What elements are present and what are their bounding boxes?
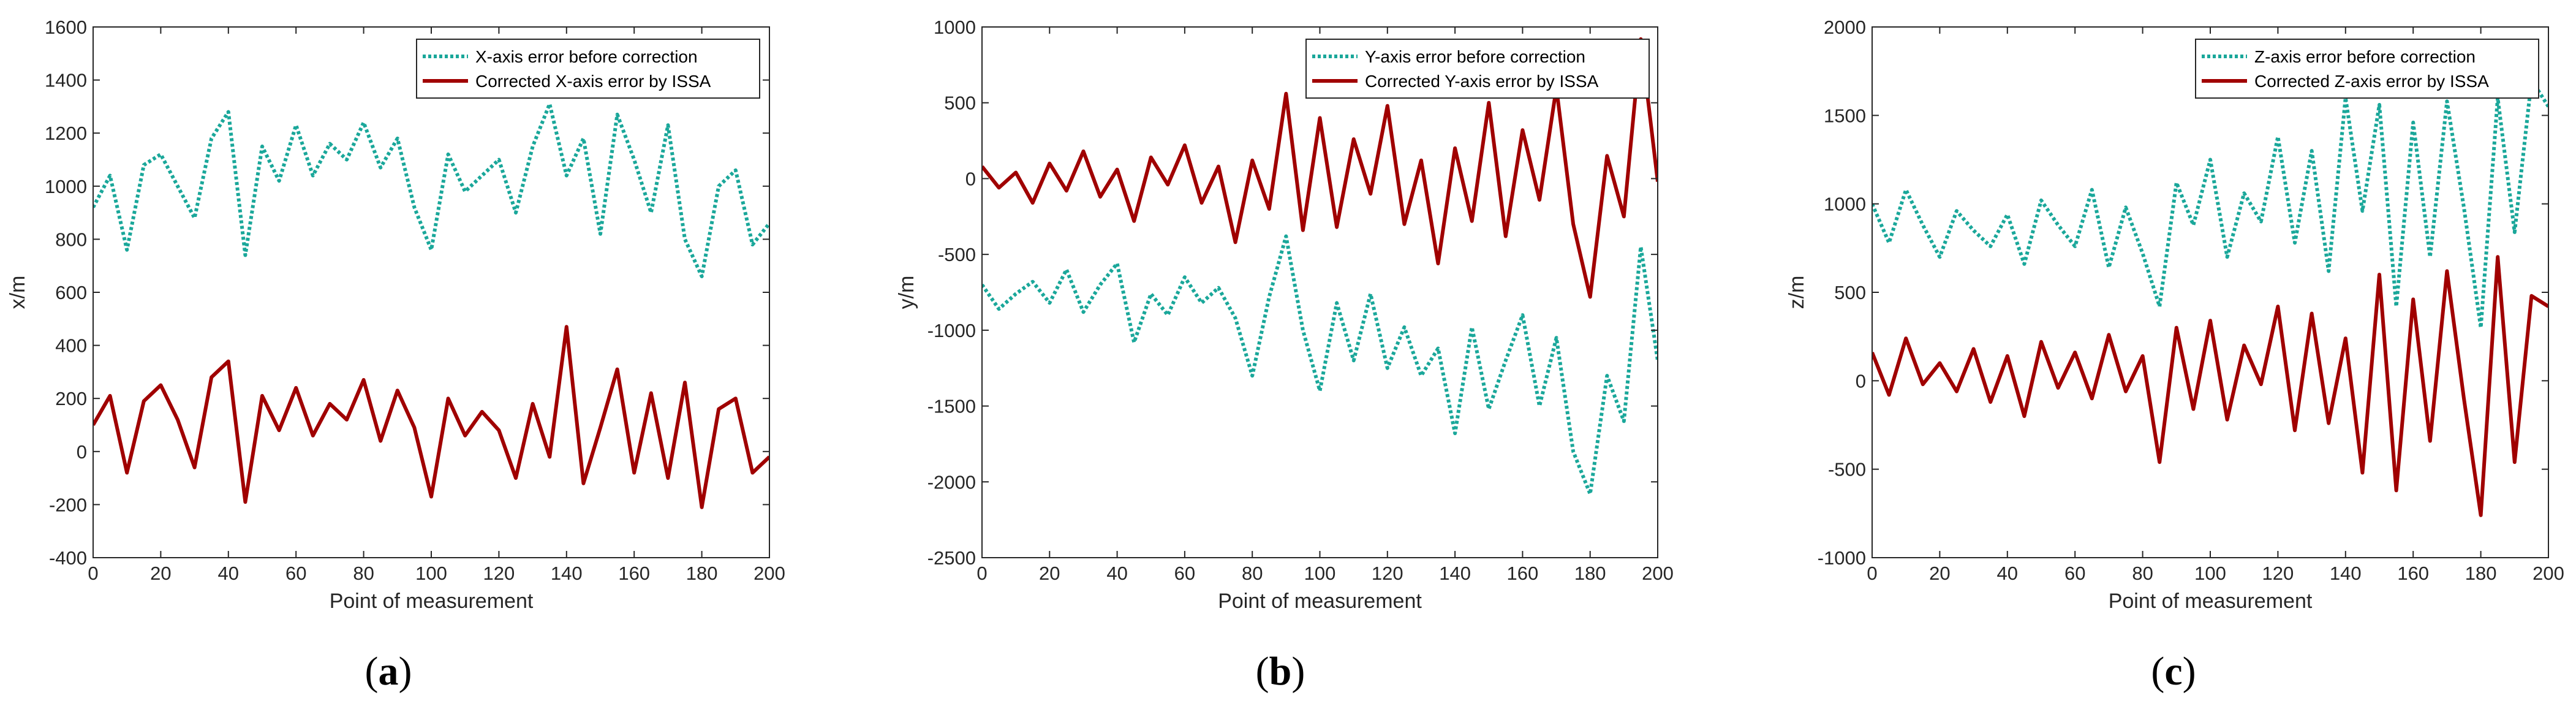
- x-tick-label: 40: [218, 563, 239, 584]
- x-tick-label: 20: [150, 563, 171, 584]
- series-line-before-correction: [982, 234, 1658, 496]
- y-tick-label: -500: [938, 244, 976, 265]
- x-tick-label: 180: [1574, 563, 1606, 584]
- y-axis-label: z/m: [1785, 276, 1808, 309]
- x-axis-label: Point of measurement: [2109, 590, 2313, 613]
- legend-box: [1305, 39, 1650, 99]
- y-tick-label: -200: [49, 494, 87, 515]
- panel-label-a: (a): [365, 649, 412, 694]
- legend-box: [416, 39, 760, 99]
- x-tick-label: 140: [2330, 563, 2362, 584]
- y-tick-label: -1000: [927, 320, 976, 341]
- x-tick-label: 120: [1372, 563, 1403, 584]
- x-tick-label: 100: [415, 563, 447, 584]
- y-tick-label: 1200: [45, 123, 87, 144]
- x-tick-label: 0: [1867, 563, 1877, 584]
- x-tick-label: 40: [1997, 563, 2018, 584]
- y-tick-label: 1400: [45, 70, 87, 91]
- legend-box: [2195, 39, 2539, 99]
- x-tick-label: 120: [2262, 563, 2294, 584]
- x-tick-label: 20: [1039, 563, 1060, 584]
- y-axis-label: x/m: [6, 276, 29, 309]
- series-line-corrected: [93, 325, 769, 509]
- x-tick-label: 80: [2132, 563, 2153, 584]
- x-tick-label: 80: [353, 563, 374, 584]
- x-tick-label: 20: [1929, 563, 1950, 584]
- x-tick-label: 0: [88, 563, 98, 584]
- x-tick-label: 60: [1174, 563, 1195, 584]
- x-tick-label: 60: [2064, 563, 2085, 584]
- y-tick-label: 600: [55, 282, 87, 303]
- y-tick-label: 1000: [1824, 194, 1866, 215]
- series-line-corrected: [982, 37, 1658, 299]
- legend-entry: Corrected Z-axis error by ISSA: [2254, 72, 2489, 91]
- y-tick-label: 0: [77, 441, 87, 463]
- plot-area: [93, 27, 769, 558]
- x-tick-label: 180: [2465, 563, 2497, 584]
- x-axis-label: Point of measurement: [330, 590, 534, 613]
- x-tick-label: 60: [285, 563, 306, 584]
- series-line-before-correction: [93, 102, 769, 278]
- x-tick-label: 80: [1242, 563, 1263, 584]
- x-tick-label: 140: [1439, 563, 1471, 584]
- x-tick-label: 120: [483, 563, 515, 584]
- y-tick-label: 800: [55, 229, 87, 250]
- x-axis-label: Point of measurement: [1218, 590, 1422, 613]
- panel-label-b: (b): [1256, 649, 1305, 694]
- x-tick-label: 200: [754, 563, 785, 584]
- y-tick-label: 500: [1834, 282, 1866, 303]
- y-tick-label: -400: [49, 547, 87, 569]
- legend-entry: X-axis error before correction: [475, 47, 698, 66]
- x-tick-label: 180: [686, 563, 718, 584]
- x-tick-label: 200: [2533, 563, 2564, 584]
- y-tick-label: 1000: [934, 17, 976, 38]
- chart-panel-a: 0 20 40 60 80 100 120 140 160 180 200 -400 -200 0 200 4…: [6, 17, 785, 613]
- x-tick-label: 100: [2194, 563, 2226, 584]
- y-tick-label: 2000: [1824, 17, 1866, 38]
- y-tick-label: 0: [1856, 370, 1866, 392]
- x-tick-label: 100: [1304, 563, 1336, 584]
- x-tick-label: 40: [1106, 563, 1127, 584]
- y-tick-label: -1500: [927, 396, 976, 417]
- chart-panel-b: 0 20 40 60 80 100 120 140 160 180 200 -2500 -2000 -15…: [895, 17, 1674, 613]
- x-tick-label: 160: [1507, 563, 1539, 584]
- y-tick-label: -1000: [1818, 547, 1866, 569]
- panel-label-c: (c): [2151, 649, 2196, 694]
- y-tick-label: -500: [1828, 459, 1866, 480]
- y-tick-label: 1000: [45, 176, 87, 197]
- plot-area: [982, 27, 1658, 558]
- legend-entry: Y-axis error before correction: [1365, 47, 1585, 66]
- y-tick-label: 200: [55, 388, 87, 409]
- y-tick-label: 1500: [1824, 105, 1866, 126]
- series-line-corrected: [1872, 255, 2548, 517]
- x-tick-label: 160: [618, 563, 650, 584]
- y-tick-label: 400: [55, 335, 87, 357]
- x-tick-label: 160: [2397, 563, 2429, 584]
- y-tick-label: 1600: [45, 17, 87, 38]
- y-tick-label: 0: [965, 168, 976, 189]
- y-tick-label: -2000: [927, 471, 976, 493]
- series-line-before-correction: [1872, 78, 2548, 330]
- plot-area: [1872, 27, 2548, 558]
- y-axis-label: y/m: [895, 276, 918, 309]
- y-tick-label: 500: [944, 93, 976, 114]
- legend-entry: Z-axis error before correction: [2254, 47, 2476, 66]
- legend-entry: Corrected X-axis error by ISSA: [475, 72, 711, 91]
- x-tick-label: 200: [1642, 563, 1674, 584]
- x-tick-label: 140: [551, 563, 583, 584]
- y-tick-label: -2500: [927, 547, 976, 569]
- x-tick-label: 0: [976, 563, 987, 584]
- chart-panel-c: 0 20 40 60 80 100 120 140 160 180 200 -1000 -500 0 500…: [1785, 17, 2564, 613]
- legend-entry: Corrected Y-axis error by ISSA: [1365, 72, 1599, 91]
